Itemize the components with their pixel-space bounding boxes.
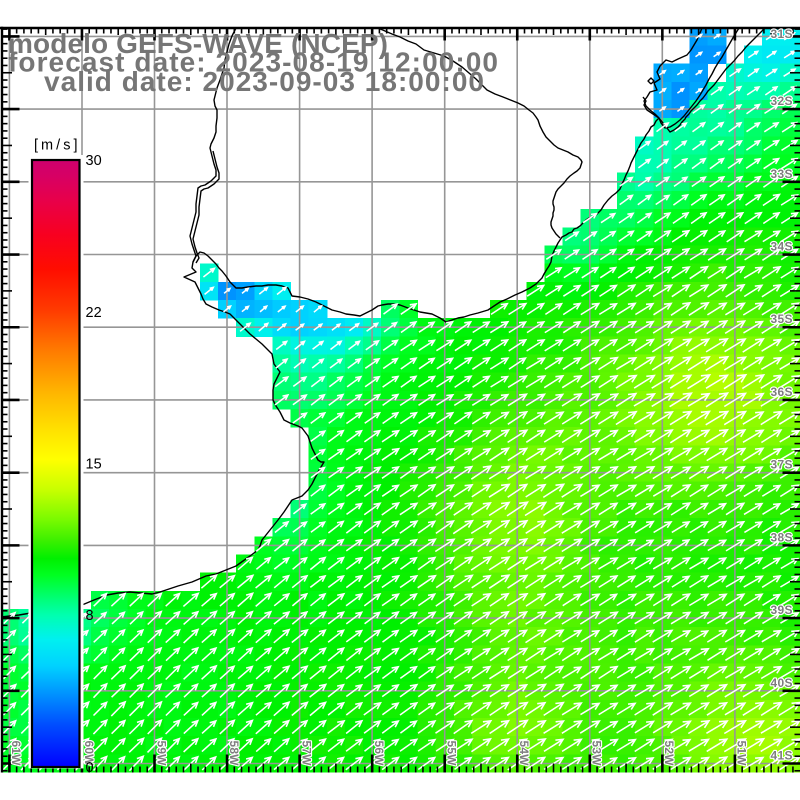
svg-text:37S: 37S [771,458,793,472]
svg-text:60W: 60W [82,741,96,767]
svg-text:52W: 52W [662,741,676,767]
svg-text:0: 0 [86,760,94,776]
svg-text:22: 22 [86,305,102,321]
svg-text:forecast date: 2023-08-19 12:0: forecast date: 2023-08-19 12:00:00 [8,47,498,78]
svg-text:53W: 53W [590,741,604,767]
svg-text:40S: 40S [771,676,793,690]
svg-text:15: 15 [86,457,102,473]
svg-text:valid date: 2023-09-03 18:00:0: valid date: 2023-09-03 18:00:00 [44,66,484,97]
svg-text:38S: 38S [771,530,793,544]
svg-text:35S: 35S [771,312,793,326]
svg-text:31S: 31S [771,27,793,41]
svg-text:30: 30 [86,153,102,169]
svg-text:55W: 55W [445,741,459,767]
svg-text:59W: 59W [154,741,168,767]
svg-text:51W: 51W [735,741,749,767]
svg-text:58W: 58W [227,741,241,767]
svg-text:61W: 61W [9,741,23,767]
svg-text:32S: 32S [771,94,793,108]
svg-text:36S: 36S [771,385,793,399]
svg-text:8: 8 [86,608,94,624]
svg-text:39S: 39S [771,603,793,617]
svg-text:41S: 41S [771,749,793,763]
svg-text:34S: 34S [771,240,793,254]
svg-text:57W: 57W [299,741,313,767]
svg-text:modelo GEFS-WAVE (NCEP): modelo GEFS-WAVE (NCEP) [8,28,388,59]
svg-text:[m/s]: [m/s] [34,138,78,154]
svg-text:56W: 56W [372,741,386,767]
svg-text:33S: 33S [771,167,793,181]
svg-text:54W: 54W [517,741,531,767]
